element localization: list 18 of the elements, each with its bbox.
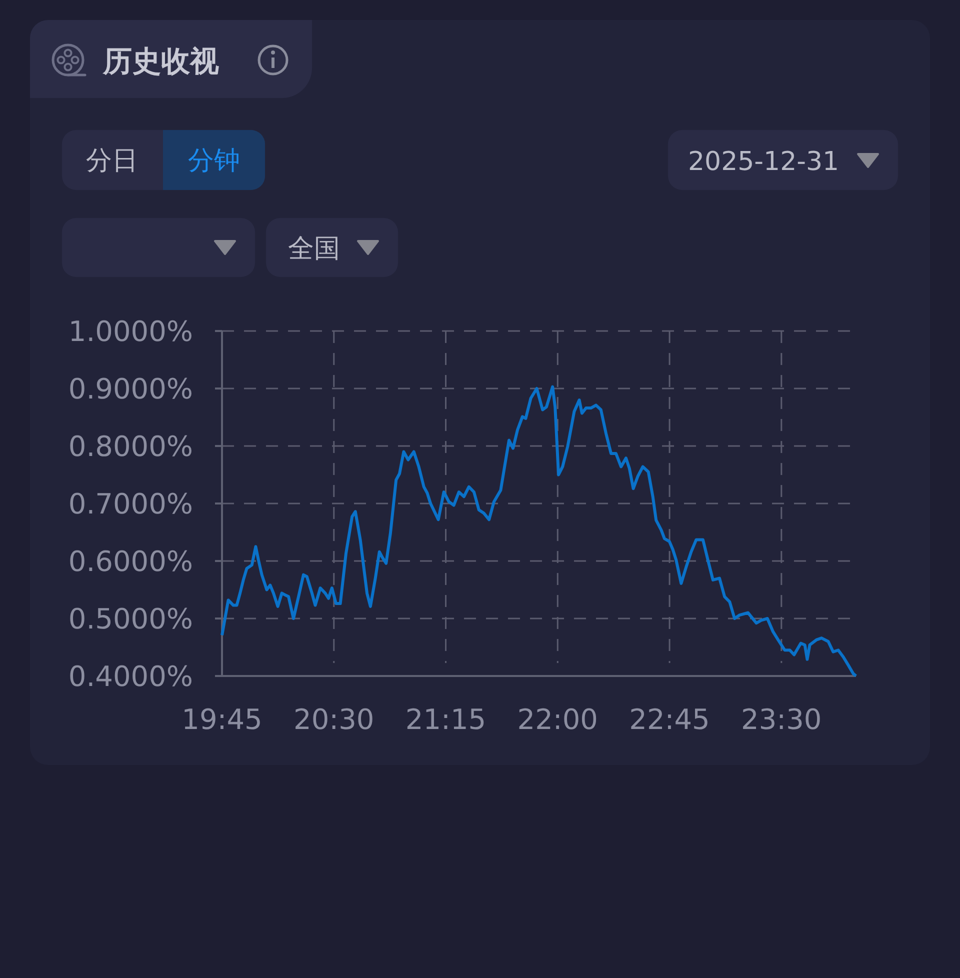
text: 2025-12-31 bbox=[688, 147, 840, 177]
chart-title: 历史收视 bbox=[102, 44, 219, 78]
y-tick-label: 0.4000% bbox=[68, 660, 193, 693]
x-tick-label: 21:15 bbox=[405, 703, 486, 736]
text: 全国 bbox=[288, 234, 340, 264]
x-tick-label: 20:30 bbox=[294, 703, 374, 736]
x-tick-label: 23:30 bbox=[741, 703, 822, 736]
x-tick-label: 22:45 bbox=[629, 703, 710, 736]
text: 分钟 bbox=[188, 146, 240, 176]
x-tick-label: 19:45 bbox=[182, 703, 262, 736]
y-tick-label: 1.0000% bbox=[68, 315, 193, 348]
y-tick-label: 0.9000% bbox=[68, 372, 193, 406]
x-tick-label: 22:00 bbox=[517, 703, 598, 736]
text: 分日 bbox=[86, 146, 138, 176]
y-tick-label: 0.7000% bbox=[68, 488, 193, 520]
y-tick-label: 0.6000% bbox=[68, 545, 193, 578]
y-tick-label: 0.5000% bbox=[68, 602, 193, 636]
y-tick-label: 0.8000% bbox=[68, 430, 193, 463]
